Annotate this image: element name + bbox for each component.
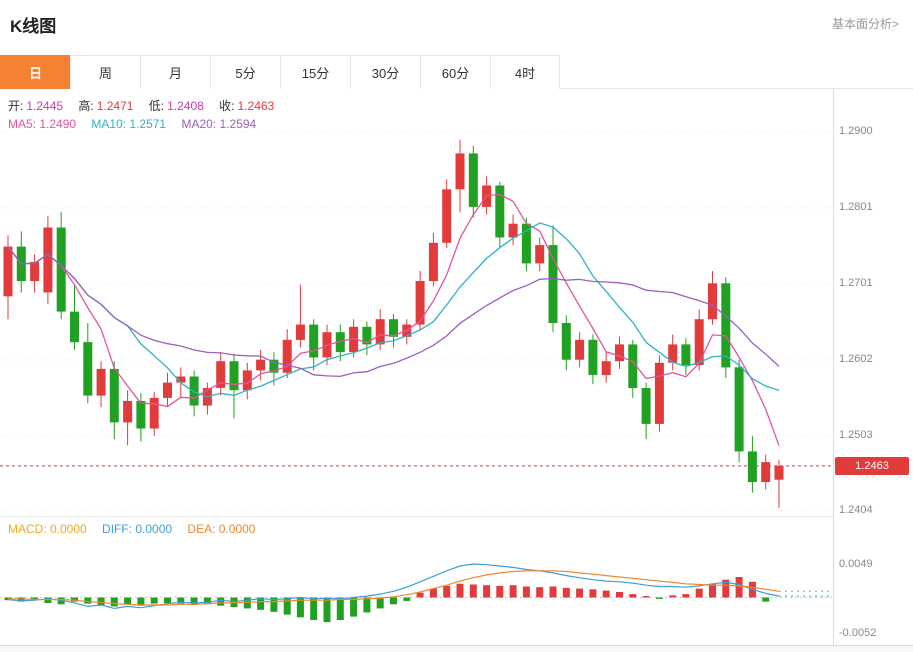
tab-15min[interactable]: 15分: [280, 55, 350, 89]
price-axis-label: 1.2404: [839, 504, 873, 516]
ohlc-info: 开: 1.2445 高: 1.2471 低: 1.2408 收: 1.2463: [8, 97, 286, 114]
price-axis-label: 1.2701: [839, 277, 873, 289]
price-axis-label: 1.2503: [839, 429, 873, 441]
ohlc-high: 高: 1.2471: [78, 99, 134, 113]
tab-weekly[interactable]: 周: [70, 55, 140, 89]
macd-info: MACD: 0.0000 DIFF: 0.0000 DEA: 0.0000: [8, 522, 267, 536]
tab-daily[interactable]: 日: [0, 55, 70, 89]
tab-4hour[interactable]: 4时: [490, 55, 560, 89]
price-axis-label: 1.2900: [839, 125, 873, 137]
macd-value: MACD: 0.0000: [8, 522, 87, 536]
fundamental-analysis-link[interactable]: 基本面分析>: [831, 17, 899, 31]
bottom-strip: [0, 646, 913, 652]
axis-divider: [833, 89, 834, 646]
ma5-value: MA5: 1.2490: [8, 117, 77, 131]
chart-area: 开: 1.2445 高: 1.2471 低: 1.2408 收: 1.2463 MA5:…: [0, 89, 913, 646]
tab-60min[interactable]: 60分: [420, 55, 490, 89]
tab-monthly[interactable]: 月: [140, 55, 210, 89]
ohlc-close: 收: 1.2463: [219, 99, 275, 113]
current-price-badge: 1.2463: [835, 457, 909, 475]
page-title: K线图: [10, 17, 57, 36]
macd-axis-min: -0.0052: [839, 627, 877, 639]
price-axis-label: 1.2801: [839, 201, 873, 213]
ma10-value: MA10: 1.2571: [91, 117, 167, 131]
tab-5min[interactable]: 5分: [210, 55, 280, 89]
tab-30min[interactable]: 30分: [350, 55, 420, 89]
candlestick-chart[interactable]: [0, 89, 833, 516]
ohlc-low: 低: 1.2408: [148, 99, 204, 113]
price-axis-label: 1.2602: [839, 353, 873, 365]
widget-header: K线图 基本面分析>: [0, 0, 913, 55]
dea-value: DEA: 0.0000: [187, 522, 256, 536]
ma-info: MA5: 1.2490 MA10: 1.2571 MA20: 1.2594: [8, 117, 268, 131]
macd-axis-max: 0.0049: [839, 558, 873, 570]
timeframe-tabs: 日 周 月 5分 15分 30分 60分 4时: [0, 55, 913, 89]
diff-value: DIFF: 0.0000: [102, 522, 173, 536]
ma20-value: MA20: 1.2594: [181, 117, 257, 131]
ohlc-open: 开: 1.2445: [8, 99, 64, 113]
macd-chart[interactable]: [0, 516, 833, 646]
panel-divider: [0, 516, 833, 517]
